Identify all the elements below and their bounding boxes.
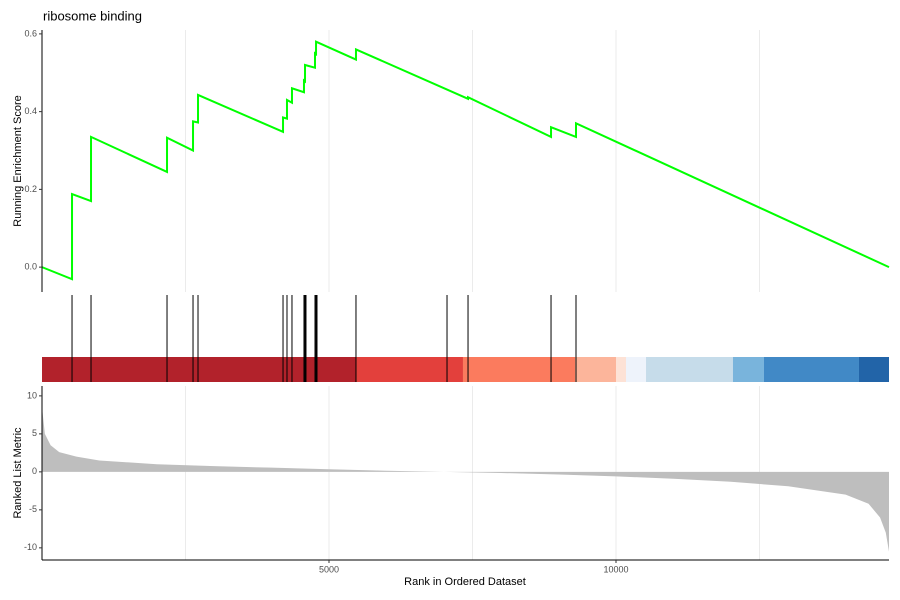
rank-band: [625, 357, 647, 382]
enrichment-line: [41, 40, 890, 281]
rank-band: [858, 357, 889, 382]
y-tick-label: 5: [32, 428, 37, 438]
rank-band: [355, 357, 463, 382]
x-tick-label: 5000: [319, 564, 339, 574]
y-axis-label: Running Enrichment Score: [12, 95, 24, 226]
y-tick-label: 0.0: [24, 261, 37, 271]
rank-band: [646, 357, 733, 382]
metric-area: [42, 407, 889, 552]
y-tick-label: 0.6: [24, 28, 37, 38]
x-tick-label: 10000: [603, 564, 628, 574]
rank-band: [42, 357, 356, 382]
rank-band: [732, 357, 764, 382]
rank-band: [763, 357, 859, 382]
chart-title: ribosome binding: [43, 8, 142, 23]
y-tick-label: -5: [29, 504, 37, 514]
rank-band: [462, 357, 576, 382]
x-axis-label: Rank in Ordered Dataset: [404, 576, 526, 588]
y-tick-label: 0.4: [24, 106, 37, 116]
y-axis-label: Ranked List Metric: [12, 427, 24, 519]
rank-band: [575, 357, 617, 382]
y-tick-label: -10: [24, 542, 37, 552]
y-tick-label: 0: [32, 466, 37, 476]
y-tick-label: 10: [27, 390, 37, 400]
rank-band: [616, 357, 626, 382]
y-tick-label: 0.2: [24, 184, 37, 194]
